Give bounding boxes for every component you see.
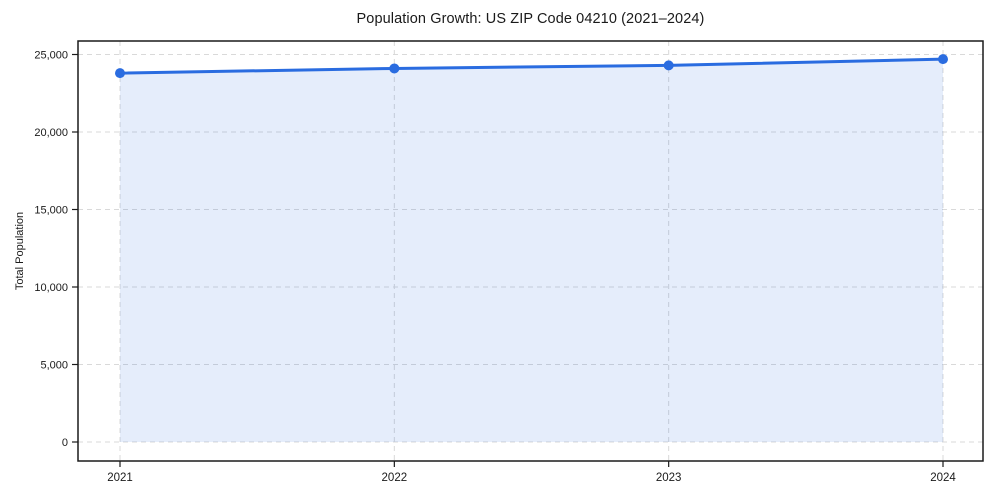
x-tick-label: 2024	[930, 472, 956, 484]
area-fill	[120, 59, 943, 443]
y-tick-label: 25,000	[34, 50, 68, 62]
data-point-2024	[938, 54, 948, 65]
y-tick-label: 20,000	[34, 127, 68, 139]
y-tick-label: 10,000	[34, 282, 68, 294]
y-tick-label: 5,000	[40, 360, 68, 372]
x-tick-label: 2022	[382, 472, 408, 484]
data-point-2023	[663, 60, 674, 71]
chart-title: Population Growth: US ZIP Code 04210 (20…	[356, 11, 705, 27]
plot-border	[77, 40, 984, 462]
y-tick-label: 0	[62, 437, 68, 449]
data-point-2022	[389, 63, 400, 74]
y-tick-label: 15,000	[34, 205, 68, 217]
data-point-2021	[115, 68, 125, 79]
population-line	[118, 57, 945, 75]
x-tick-label: 2023	[656, 472, 682, 484]
x-tick-label: 2021	[107, 472, 133, 484]
